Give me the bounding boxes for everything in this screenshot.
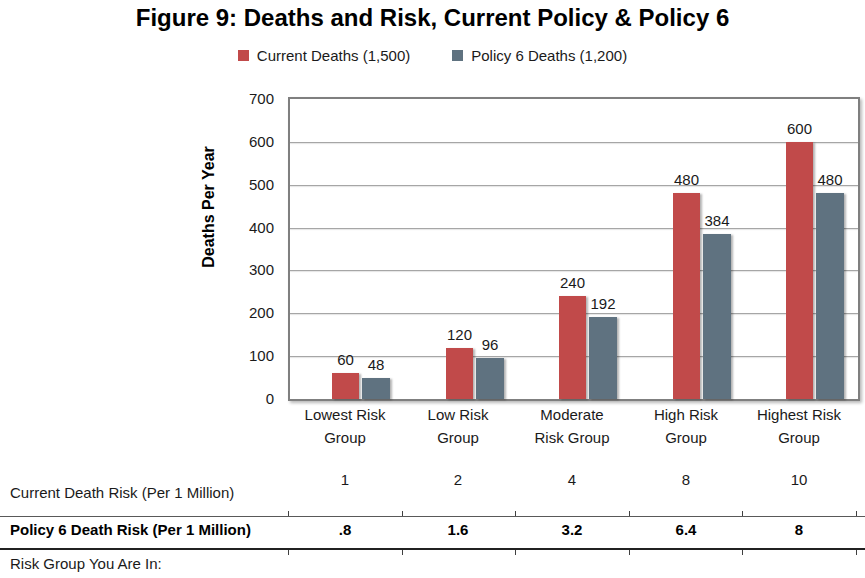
- y-tick-label: 700: [228, 90, 274, 107]
- bar-value-label: 192: [573, 295, 633, 312]
- figure-9-chart-page: Figure 9: Deaths and Risk, Current Polic…: [0, 0, 865, 578]
- bar-value-label: 384: [687, 212, 747, 229]
- risk-row-label: Risk Group You Are In:: [10, 555, 162, 572]
- x-category-label: ModerateRisk Group: [515, 403, 629, 449]
- x-category-label-line: Risk Group: [515, 426, 629, 449]
- risk-row-label: Current Death Risk (Per 1 Million): [10, 484, 234, 501]
- y-tick-label: 500: [228, 176, 274, 193]
- gridline: [290, 228, 858, 229]
- bar-value-label: 480: [800, 171, 860, 188]
- gridline: [290, 185, 858, 186]
- column-tick: [288, 511, 289, 516]
- x-category-label-line: Group: [401, 426, 515, 449]
- bar-current-deaths: [332, 373, 359, 399]
- gridline: [290, 270, 858, 271]
- bar-value-label: 480: [657, 171, 717, 188]
- x-category-label-line: Group: [288, 426, 402, 449]
- y-tick-label: 400: [228, 219, 274, 236]
- x-category-label-line: Group: [629, 426, 743, 449]
- column-tick: [856, 511, 857, 516]
- bar-value-label: 240: [543, 274, 603, 291]
- column-tick: [515, 550, 516, 555]
- y-tick-label: 100: [228, 347, 274, 364]
- bar-policy6-deaths: [703, 234, 731, 399]
- risk-row-value: 3.2: [515, 521, 629, 538]
- risk-row-value: 1.6: [401, 521, 515, 538]
- x-category-label: Low RiskGroup: [401, 403, 515, 449]
- table-separator-line: [0, 548, 865, 550]
- column-tick: [402, 550, 403, 555]
- legend-label-policy6: Policy 6 Deaths (1,200): [471, 47, 627, 64]
- bar-value-label: 600: [770, 120, 830, 137]
- legend-swatch-policy6-icon: [452, 50, 463, 61]
- column-tick: [402, 511, 403, 516]
- y-tick-label: 0: [228, 390, 274, 407]
- y-tick-label: 600: [228, 133, 274, 150]
- risk-row-label: Policy 6 Death Risk (Per 1 Million): [10, 521, 251, 538]
- column-tick: [742, 550, 743, 555]
- legend-swatch-current-icon: [238, 50, 249, 61]
- x-category-label-line: Moderate: [515, 403, 629, 426]
- bar-policy6-deaths: [589, 317, 617, 399]
- y-tick-label: 300: [228, 261, 274, 278]
- x-category-label-line: High Risk: [629, 403, 743, 426]
- y-axis-title-wrap: Deaths Per Year: [196, 97, 222, 317]
- legend-item-current-deaths: Current Deaths (1,500): [238, 47, 410, 64]
- risk-row-value: 8: [629, 471, 743, 488]
- chart-legend: Current Deaths (1,500) Policy 6 Deaths (…: [0, 47, 865, 64]
- x-category-label-line: Highest Risk: [742, 403, 856, 426]
- x-category-label-line: Low Risk: [401, 403, 515, 426]
- x-category-label: Highest RiskGroup: [742, 403, 856, 449]
- gridline: [290, 142, 858, 143]
- column-tick: [629, 550, 630, 555]
- x-category-label-line: Lowest Risk: [288, 403, 402, 426]
- y-tick-label: 200: [228, 304, 274, 321]
- legend-item-policy6-deaths: Policy 6 Deaths (1,200): [452, 47, 627, 64]
- risk-row-value: 2: [401, 471, 515, 488]
- risk-row-value: 1: [288, 471, 402, 488]
- legend-label-current: Current Deaths (1,500): [257, 47, 410, 64]
- bar-policy6-deaths: [362, 378, 390, 399]
- risk-row-value: 8: [742, 521, 856, 538]
- bar-current-deaths: [446, 348, 473, 399]
- x-category-label: High RiskGroup: [629, 403, 743, 449]
- column-tick: [515, 511, 516, 516]
- table-separator-line: [0, 516, 865, 517]
- bar-value-label: 48: [346, 356, 406, 373]
- column-tick: [742, 511, 743, 516]
- x-category-label: Lowest RiskGroup: [288, 403, 402, 449]
- bar-policy6-deaths: [816, 193, 844, 399]
- risk-row-value: 10: [742, 471, 856, 488]
- bar-value-label: 96: [460, 336, 520, 353]
- figure-title: Figure 9: Deaths and Risk, Current Polic…: [0, 4, 865, 32]
- risk-row-value: 4: [515, 471, 629, 488]
- risk-row-value: .8: [288, 521, 402, 538]
- risk-row-value: 6.4: [629, 521, 743, 538]
- y-axis-title: Deaths Per Year: [200, 146, 218, 268]
- x-category-label-line: Group: [742, 426, 856, 449]
- plot-area: 601202404806004896192384480: [288, 97, 860, 401]
- bar-policy6-deaths: [476, 358, 504, 399]
- column-tick: [856, 550, 857, 555]
- column-tick: [288, 550, 289, 555]
- column-tick: [629, 511, 630, 516]
